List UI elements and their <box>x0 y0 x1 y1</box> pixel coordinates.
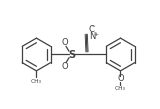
Text: S: S <box>68 49 75 60</box>
Text: N: N <box>89 32 95 41</box>
Text: O: O <box>62 62 68 71</box>
Text: O: O <box>117 74 124 83</box>
Text: C: C <box>88 25 94 34</box>
Text: ⁻: ⁻ <box>92 25 96 31</box>
Text: CH₃: CH₃ <box>115 86 126 91</box>
Text: CH₃: CH₃ <box>31 79 42 84</box>
Text: +: + <box>93 32 98 37</box>
Text: O: O <box>62 38 68 47</box>
